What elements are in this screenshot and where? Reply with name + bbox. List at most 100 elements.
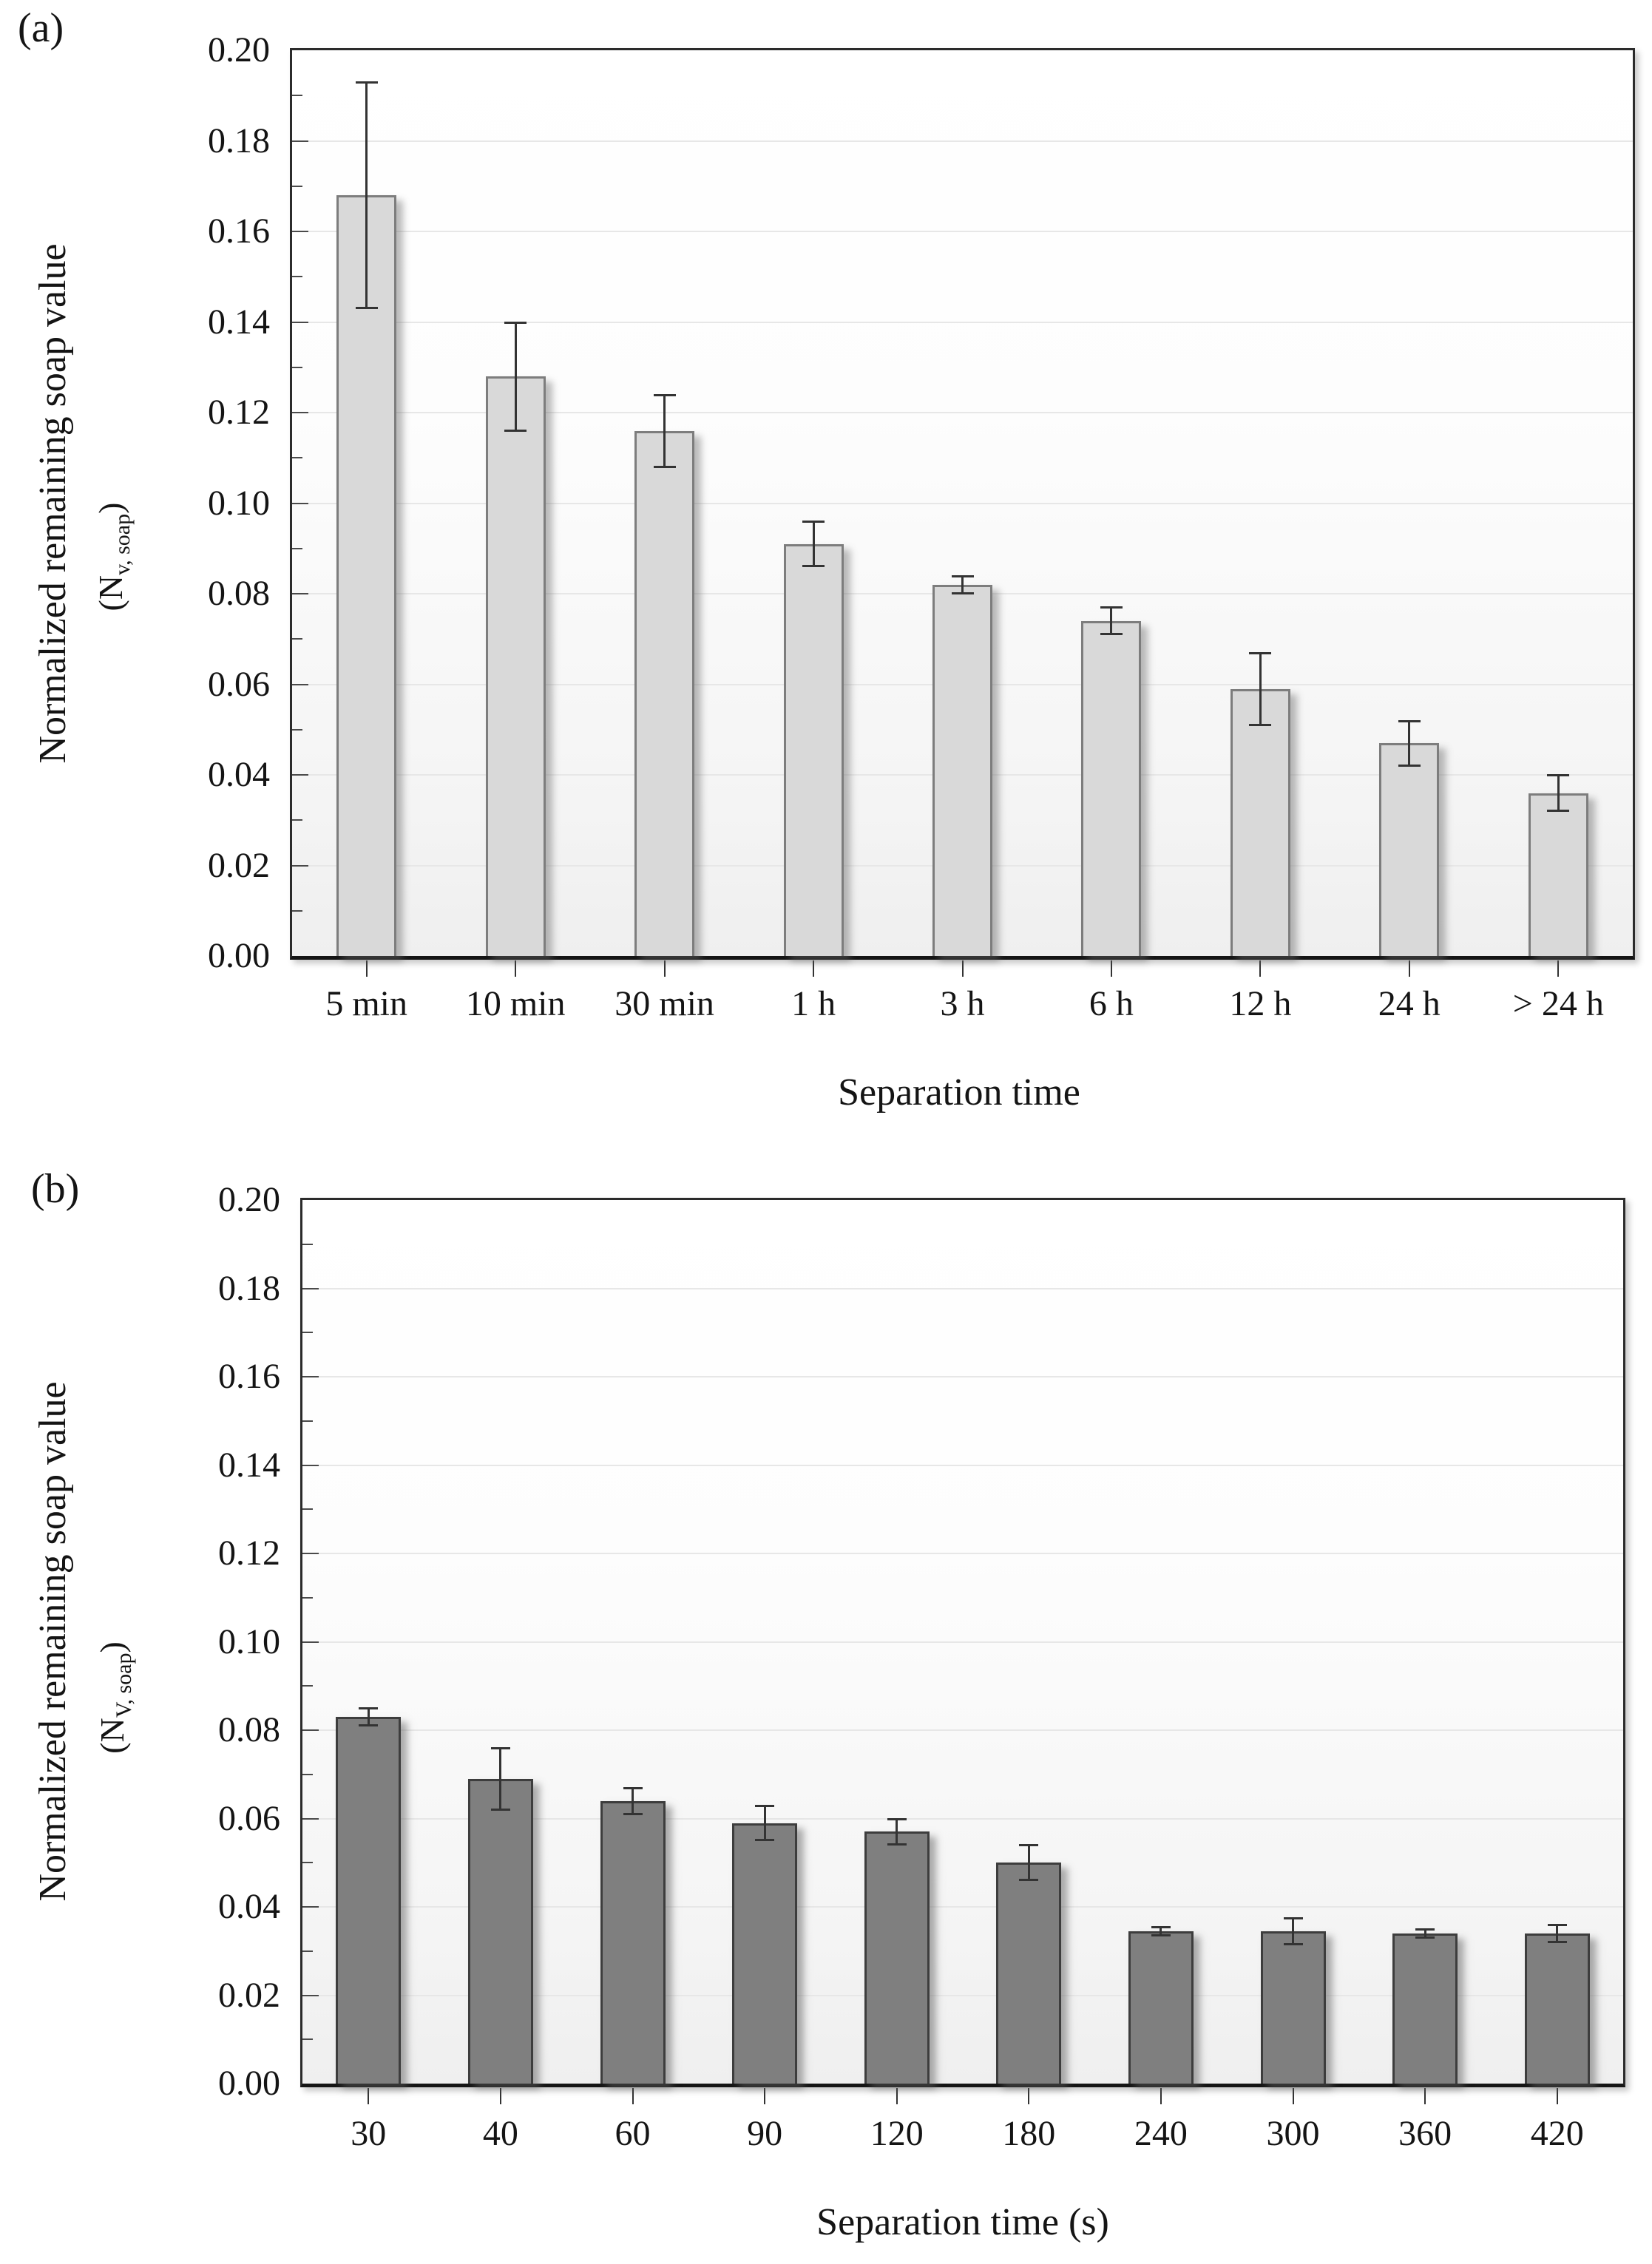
y-axis-major-tick [292, 774, 308, 776]
error-bar [763, 1805, 766, 1841]
x-category-label: 40 [482, 2114, 518, 2153]
x-axis-tick [368, 2088, 370, 2104]
panel-b-y-axis-title: Normalized remaining soap value [32, 1381, 74, 1902]
error-bar [663, 394, 666, 467]
y-axis-minor-tick [302, 1420, 313, 1422]
error-bar-top-cap [802, 521, 825, 523]
error-bar-top-cap [1249, 651, 1272, 654]
y-axis-minor-tick [302, 2038, 313, 2041]
x-category-label: 10 min [465, 984, 566, 1023]
y-tick-label: 0.14 [218, 1445, 280, 1485]
x-category-label: 120 [870, 2114, 924, 2153]
y-axis-minor-tick [292, 185, 302, 187]
gridline [292, 140, 1633, 142]
error-bar-top-cap [653, 393, 676, 396]
x-axis-tick [1408, 960, 1410, 977]
y-axis-minor-tick [302, 1773, 313, 1775]
bar [783, 543, 844, 956]
y-axis-minor-tick [292, 457, 302, 459]
y-tick-label: 0.14 [208, 302, 270, 342]
error-bar [896, 1818, 898, 1846]
error-bar-bottom-cap [1100, 633, 1123, 636]
error-bar-bottom-cap [802, 565, 825, 568]
x-axis-tick [1160, 2088, 1162, 2104]
y-axis-major-tick [292, 593, 308, 594]
y-tick-label: 0.06 [208, 664, 270, 704]
error-bar [1027, 1845, 1030, 1881]
panel-b-plot-area [300, 1198, 1625, 2087]
error-bar [1557, 775, 1560, 811]
error-bar [1259, 652, 1262, 725]
error-bar-top-cap [1547, 1923, 1567, 1926]
error-bar-top-cap [504, 321, 527, 324]
panel-a-label: (a) [18, 5, 64, 51]
error-bar-bottom-cap [504, 429, 527, 432]
y-axis-major-tick [302, 1641, 319, 1643]
bar [1524, 1933, 1590, 2084]
x-category-label: 360 [1398, 2114, 1452, 2153]
panel-b-x-axis-title: Separation time (s) [816, 2201, 1109, 2243]
y-axis-major-tick [302, 1817, 319, 1820]
gridline [302, 1729, 1623, 1731]
x-axis-tick [764, 2088, 766, 2104]
error-bar-top-cap [1547, 774, 1570, 776]
panel-a-y-sub-script: v, soap [110, 513, 135, 575]
bar [336, 1717, 402, 2084]
panel-b-y-sub-script: V, soap [112, 1653, 137, 1718]
x-category-label: 420 [1530, 2114, 1584, 2153]
y-axis-major-tick [292, 502, 308, 504]
x-axis-tick [1557, 960, 1560, 977]
gridline [302, 1376, 1623, 1377]
bar [996, 1863, 1062, 2084]
y-axis-major-tick [292, 683, 308, 685]
error-bar [367, 1708, 370, 1726]
error-bar-bottom-cap [355, 307, 378, 310]
error-bar-bottom-cap [1547, 810, 1570, 812]
error-bar-top-cap [1398, 719, 1421, 722]
bar [1230, 688, 1290, 956]
y-axis-major-tick [292, 412, 308, 413]
y-axis-major-tick [302, 1994, 319, 1996]
gridline [292, 412, 1633, 413]
panel-a-x-axis-title: Separation time [838, 1071, 1080, 1114]
x-category-label: 6 h [1089, 984, 1134, 1023]
error-bar-top-cap [1415, 1928, 1435, 1931]
error-bar-bottom-cap [755, 1839, 775, 1842]
y-tick-label: 0.04 [218, 1887, 280, 1926]
y-tick-label: 0.18 [208, 121, 270, 160]
error-bar-bottom-cap [887, 1843, 907, 1846]
error-bar-top-cap [1100, 606, 1123, 609]
y-axis-minor-tick [302, 1596, 313, 1599]
panel-b-label: (b) [31, 1166, 80, 1212]
gridline [302, 1906, 1623, 1908]
error-bar-top-cap [623, 1786, 643, 1789]
panel-a-y-axis-subtitle: (Nv, soap) [89, 298, 135, 816]
y-axis-major-tick [302, 1376, 319, 1377]
x-axis-tick [1424, 2088, 1426, 2104]
x-category-label: 60 [615, 2114, 651, 2153]
error-bar-bottom-cap [1283, 1942, 1303, 1945]
error-bar-top-cap [355, 81, 378, 84]
error-bar [1424, 1928, 1426, 1938]
y-axis-minor-tick [292, 95, 302, 97]
panel-a-y-sub-suffix: ) [92, 502, 129, 514]
y-tick-label: 0.00 [218, 2064, 280, 2103]
panel-b-y-sub-prefix: (N [93, 1718, 131, 1754]
bar [485, 376, 546, 956]
error-bar-top-cap [1151, 1925, 1171, 1928]
error-bar-top-cap [1019, 1844, 1039, 1847]
error-bar [1160, 1926, 1162, 1936]
x-axis-tick [515, 960, 517, 977]
error-bar-bottom-cap [359, 1724, 379, 1726]
x-axis-tick [632, 2088, 634, 2104]
bar [932, 584, 992, 956]
error-bar [632, 1787, 634, 1814]
y-axis-major-tick [302, 1729, 319, 1731]
bar [467, 1778, 533, 2084]
y-tick-label: 0.20 [208, 30, 270, 70]
y-axis-minor-tick [302, 1508, 313, 1511]
y-axis-minor-tick [302, 1862, 313, 1864]
error-bar-bottom-cap [653, 465, 676, 468]
x-category-label: 24 h [1378, 984, 1441, 1023]
